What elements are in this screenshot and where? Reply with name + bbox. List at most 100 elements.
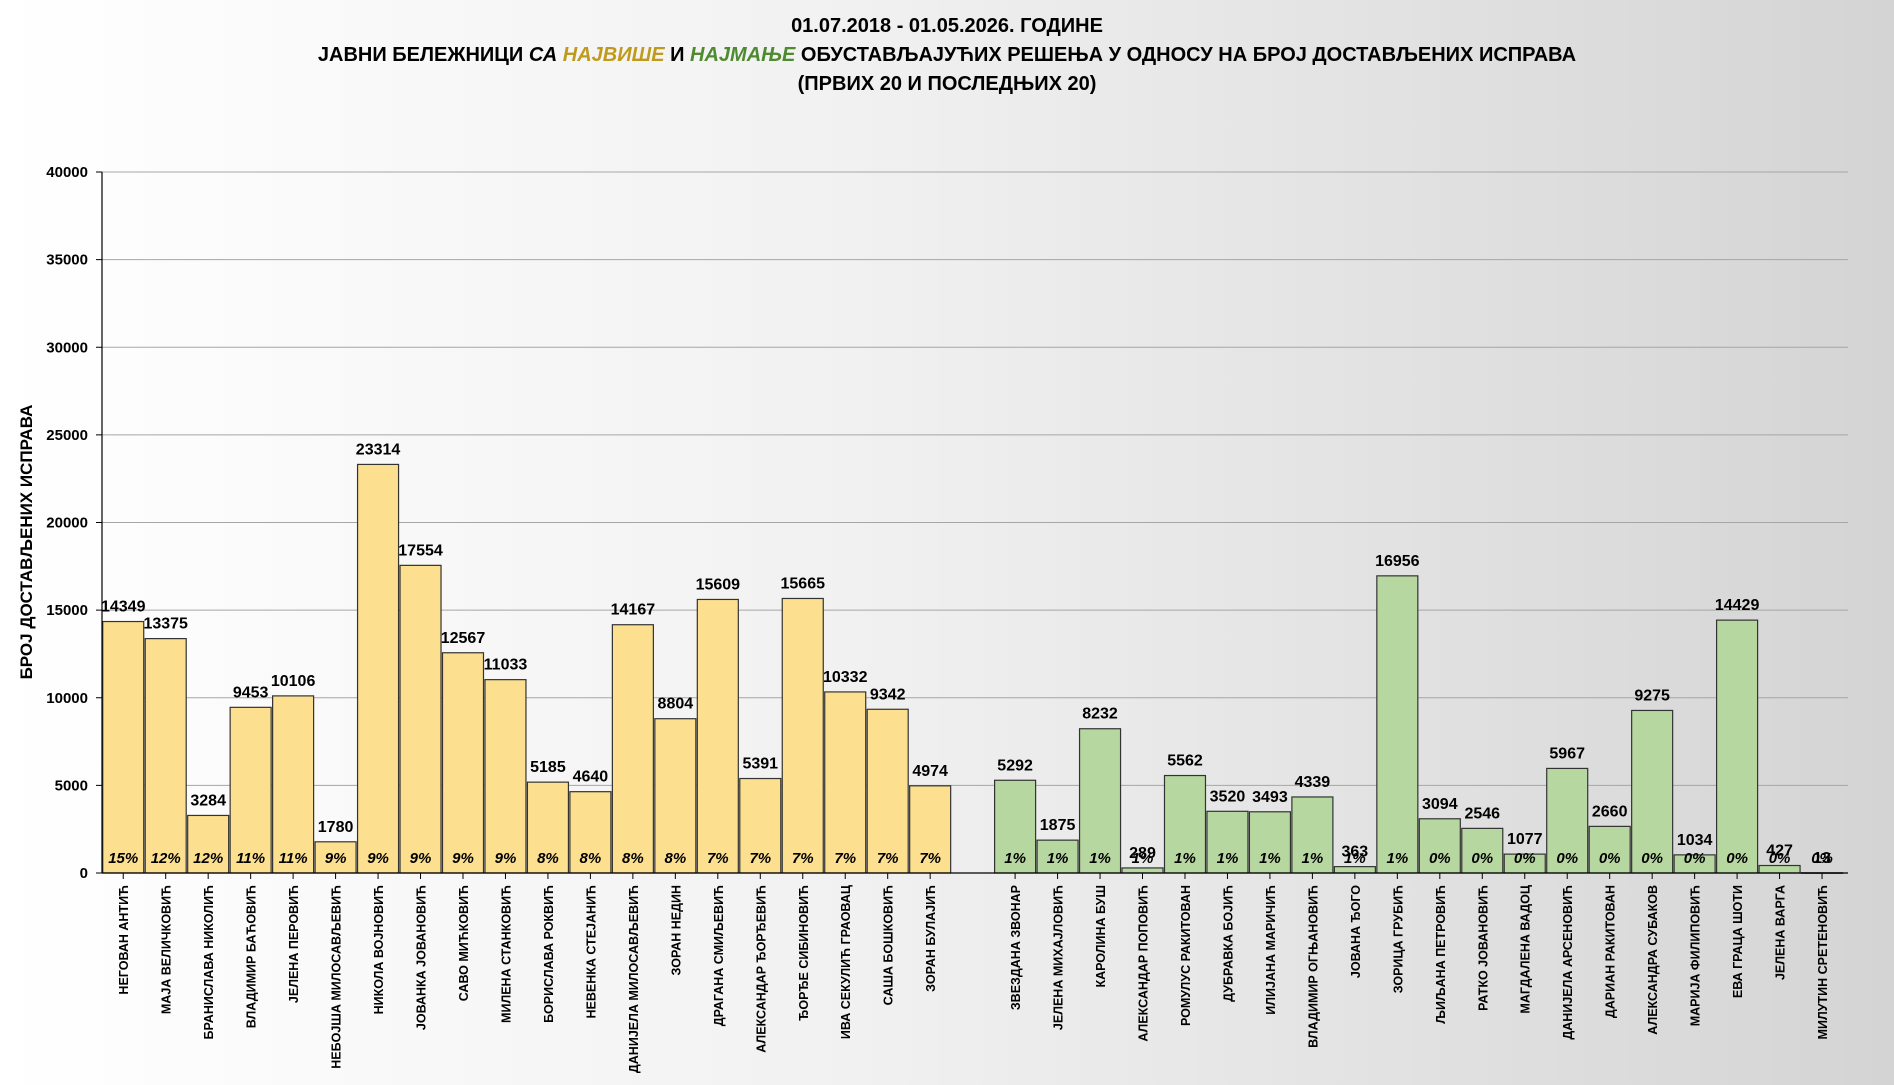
bar: [526, 781, 570, 874]
category-label: ЉИЉАНА ПЕТРОВИЋ: [1434, 885, 1448, 1024]
percent-label: 7%: [707, 850, 729, 867]
y-tick-label: 20000: [46, 515, 88, 532]
value-label: 1034: [1677, 832, 1713, 849]
category-label: ЈЕЛЕНА ВАРГА: [1774, 885, 1788, 980]
axes: 0 5000 10000 15000 20000 25000 30000 35000 40000: [46, 164, 1848, 882]
category-label: ИЛИЈАНА МАРИЧИЋ: [1264, 885, 1278, 1015]
value-label: 5292: [997, 757, 1033, 774]
bar: [484, 679, 527, 874]
category-label: САША БОШКОВИЋ: [882, 885, 896, 1005]
y-tick-label: 10000: [46, 690, 88, 707]
value-label: 4339: [1295, 774, 1331, 791]
bar: [781, 597, 824, 874]
category-label: МИЛУТИН СРЕТЕНОВИЋ: [1816, 885, 1830, 1039]
value-label: 11033: [484, 657, 528, 674]
category-label: ВЛАДИМИР БАЋОВИЋ: [245, 885, 259, 1028]
category-label: ЈЕЛЕНА МИХАЈЛОВИЋ: [1052, 885, 1066, 1030]
title-sa: СА: [529, 44, 563, 66]
bar: [102, 620, 145, 874]
percent-label: 1%: [1386, 850, 1408, 867]
category-label: ДАНИЈЕЛА АРСЕНОВИЋ: [1561, 885, 1575, 1040]
value-label: 8232: [1082, 706, 1118, 723]
percent-label: 0%: [1726, 850, 1748, 867]
category-label: АЛЕКСАНДРА СУБАКОВ: [1646, 885, 1660, 1035]
value-label: 5562: [1167, 753, 1203, 770]
value-label: 1780: [318, 819, 354, 836]
y-tick-label: 25000: [46, 427, 88, 444]
value-label: 14349: [101, 599, 146, 616]
value-label: 3284: [190, 792, 226, 809]
category-label: АЛЕКСАНДАР ПОПОВИЋ: [1137, 885, 1151, 1042]
percent-label: 7%: [792, 850, 814, 867]
percent-label: 8%: [580, 850, 602, 867]
value-label: 9342: [870, 686, 906, 703]
y-tick-label: 30000: [46, 339, 88, 356]
category-label: КАРОЛИНА БУШ: [1094, 885, 1108, 988]
percent-label: 0%: [1556, 850, 1578, 867]
percent-label: 8%: [537, 850, 559, 867]
percent-label: 0%: [1599, 850, 1621, 867]
percent-label: 1%: [1004, 850, 1026, 867]
value-label: 17554: [398, 542, 443, 559]
title-line-2: ЈАВНИ БЕЛЕЖНИЦИ СА НАЈВИШЕ И НАЈМАЊЕ ОБУ…: [318, 44, 1576, 66]
percent-label: 7%: [834, 850, 856, 867]
bar: [1163, 774, 1207, 874]
bar: [1376, 575, 1419, 874]
bar: [1715, 619, 1759, 874]
value-label: 2660: [1592, 803, 1628, 820]
title-part-2: ОБУСТАВЉАЈУЋИХ РЕШЕЊА У ОДНОСУ НА БРОЈ Д…: [795, 44, 1576, 66]
value-label: 14429: [1715, 597, 1760, 614]
bar: [1418, 818, 1461, 874]
bar: [356, 463, 400, 874]
value-label: 12567: [441, 630, 486, 647]
bar: [1461, 827, 1504, 874]
bar: [399, 564, 442, 874]
percent-label: 9%: [367, 850, 389, 867]
value-label: 1077: [1507, 831, 1543, 848]
category-label: БОРИСЛАВА РОКВИЋ: [542, 885, 556, 1023]
category-label: БРАНИСЛАВА НИКОЛИЋ: [202, 885, 216, 1039]
value-label: 4640: [573, 769, 609, 786]
bar: [909, 785, 952, 874]
percent-label: 7%: [919, 850, 941, 867]
value-label: 13375: [143, 616, 188, 633]
bar: [824, 691, 867, 874]
percent-label: 11%: [279, 850, 308, 867]
value-label: 5391: [742, 756, 778, 773]
value-label: 2546: [1464, 805, 1500, 822]
value-label: 15609: [696, 576, 741, 593]
category-label: ЈЕЛЕНА ПЕРОВИЋ: [287, 885, 301, 1003]
bar: [441, 652, 485, 874]
percent-label: 12%: [193, 850, 223, 867]
bar: [611, 624, 654, 874]
value-label: 8804: [658, 696, 694, 713]
category-label: ДРАГАНА СМИЉЕВИЋ: [712, 885, 726, 1026]
bar: [569, 791, 612, 874]
value-label: 3493: [1252, 789, 1288, 806]
value-label: 9275: [1634, 687, 1670, 704]
data-labels: 14349 15% НЕГОВАН АНТИЋ 13375 12% МАЈА ВЕЛИЧК…: [101, 441, 1833, 1073]
value-label: 4974: [912, 763, 948, 780]
value-label: 3094: [1422, 796, 1458, 813]
category-label: МАГДАЛЕНА ВАДОЦ: [1519, 884, 1533, 1013]
category-label: РАТКО ЈОВАНОВИЋ: [1476, 885, 1490, 1011]
value-label: 1875: [1040, 817, 1076, 834]
category-label: ЗВЕЗДАНА ЗВОНАР: [1009, 885, 1023, 1010]
y-tick-label: 35000: [46, 252, 88, 269]
category-label: МАЈА ВЕЛИЧКОВИЋ: [160, 885, 174, 1014]
bar: [1546, 767, 1589, 874]
percent-label: 9%: [495, 850, 517, 867]
value-label: 23314: [356, 441, 401, 458]
bar: [1333, 866, 1376, 874]
category-label: АЛЕКСАНДАР ЂОРЂЕВИЋ: [754, 885, 768, 1053]
percent-label: 9%: [410, 850, 432, 867]
category-label: МИЛЕНА СТАНКОВИЋ: [499, 885, 513, 1023]
y-tick-label: 40000: [46, 164, 88, 181]
y-tick-label: 0: [80, 865, 88, 882]
bar: [229, 706, 272, 874]
title-line-1: 01.07.2018 - 01.05.2026. ГОДИНЕ: [791, 15, 1103, 37]
percent-label: 1%: [1089, 850, 1111, 867]
percent-label: 1%: [1344, 850, 1366, 867]
category-label: ЂОРЂЕ СИБИНОВИЋ: [797, 885, 811, 1021]
